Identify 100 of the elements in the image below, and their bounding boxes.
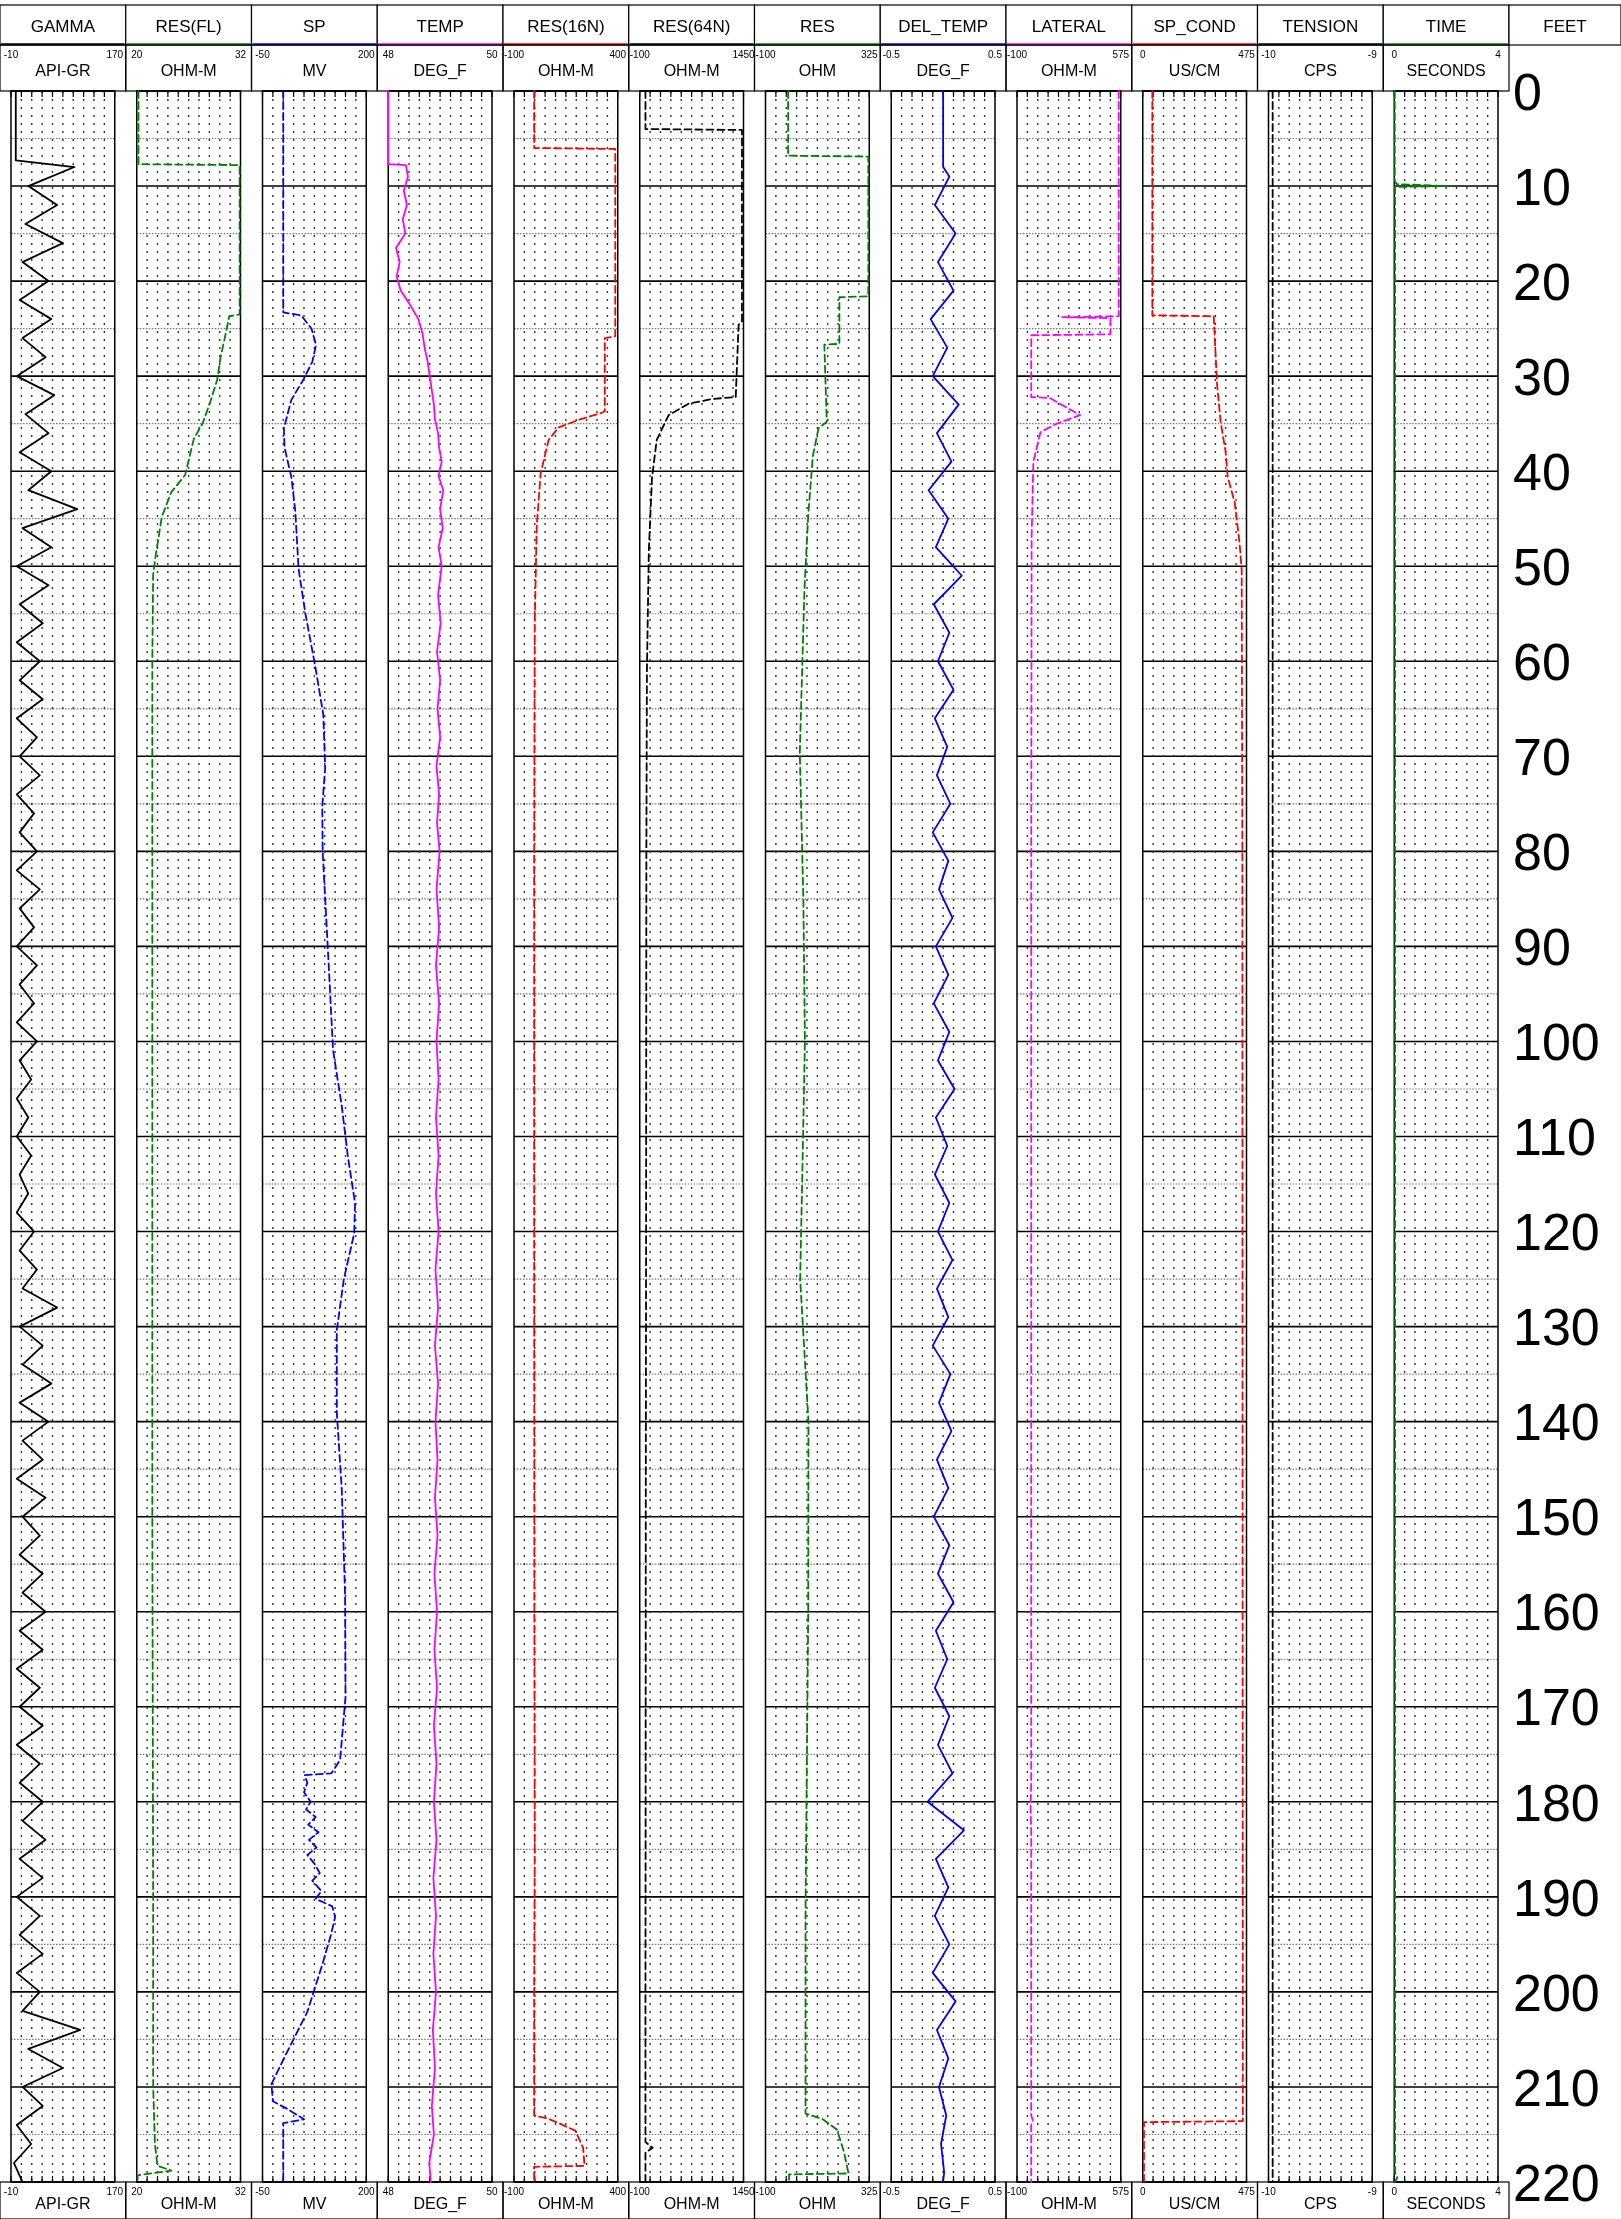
chart-title: LATERAL [1031, 17, 1107, 36]
x-tick-label: 0.5 [988, 2186, 1003, 2197]
x2-tick-label: -10 [3, 49, 19, 60]
y-tick-label: 180 [1513, 1773, 1600, 1832]
x2-tick-label: -100 [755, 49, 776, 60]
x2-tick-label: -50 [255, 49, 271, 60]
x-tick-label: 0 [1139, 2186, 1146, 2197]
x2-tick-label: 1450 [732, 49, 756, 60]
x2-tick-label: 32 [234, 49, 247, 60]
x2-tick-label: -100 [503, 49, 525, 60]
x-tick-label: -100 [629, 2186, 651, 2197]
y-tick-label: 100 [1513, 1013, 1600, 1072]
x2-axis-title: DEG_F [916, 62, 971, 80]
x-axis-title: CPS [1303, 2194, 1337, 2212]
x-tick-label: -10 [3, 2186, 19, 2197]
y-tick-label: 60 [1513, 632, 1571, 691]
x-tick-label: -10 [1261, 2186, 1277, 2197]
x-tick-label: -100 [503, 2186, 525, 2197]
x2-tick-label: -100 [1006, 49, 1028, 60]
x2-tick-label: 400 [609, 49, 627, 60]
x2-tick-label: -100 [629, 49, 651, 60]
x2-tick-label: 575 [1112, 49, 1130, 60]
line-series [1393, 90, 1450, 2183]
x-axis-title: MV [302, 2194, 327, 2212]
x-axis-title: API-GR [35, 2194, 91, 2212]
x-tick-label: -100 [1006, 2186, 1028, 2197]
x-axis-title: US/CM [1168, 2194, 1221, 2212]
x2-axis-title: DEG_F [413, 62, 468, 80]
x-axis-title: DEG_F [916, 2194, 971, 2213]
x-tick-label: 50 [486, 2186, 498, 2197]
x2-tick-label: 50 [486, 49, 498, 60]
chart-title: TIME [1425, 17, 1467, 36]
chart-title: GAMMA [30, 17, 96, 36]
x2-axis-title: US/CM [1168, 62, 1221, 79]
x-axis-title: OHM-M [663, 2194, 720, 2212]
x2-tick-label: 325 [860, 49, 879, 60]
chart-title: SP [303, 17, 326, 36]
chart-title: SP_COND [1153, 17, 1236, 36]
x-tick-label: -100 [755, 2186, 776, 2197]
x2-axis-title: SECONDS [1406, 62, 1486, 79]
x2-tick-label: 0.5 [988, 49, 1003, 60]
y-tick-label: 50 [1513, 537, 1571, 596]
x-axis-title: OHM-M [1040, 2194, 1097, 2212]
y-tick-label: 80 [1513, 823, 1571, 882]
y-tick-label: 0 [1513, 62, 1542, 121]
y-tick-label: 70 [1513, 728, 1571, 787]
x2-tick-label: 4 [1495, 49, 1502, 60]
x-tick-label: 32 [234, 2186, 247, 2197]
y-tick-label: 220 [1513, 2153, 1600, 2212]
x-tick-label: -50 [255, 2186, 271, 2197]
x2-tick-label: -9 [1367, 49, 1378, 60]
x2-axis-title: OHM [798, 62, 837, 79]
x-tick-label: -9 [1367, 2186, 1378, 2197]
y-tick-label: 20 [1513, 252, 1571, 311]
x-tick-label: 325 [860, 2186, 879, 2197]
chart-title: RES(64N) [652, 17, 731, 36]
x2-tick-label: 20 [131, 49, 143, 60]
y-tick-label: 150 [1513, 1488, 1600, 1547]
x-tick-label: -0.5 [882, 2186, 901, 2197]
x2-axis-title: API-GR [35, 62, 91, 79]
x2-tick-label: 200 [357, 49, 376, 60]
y-tick-label: 190 [1513, 1868, 1600, 1927]
x-tick-label: 1450 [732, 2186, 756, 2197]
x2-axis-title: OHM-M [537, 62, 594, 79]
y-tick-label: 120 [1513, 1203, 1600, 1262]
x2-tick-label: 0 [1391, 49, 1398, 60]
chart-title: RES(16N) [527, 17, 605, 36]
x-tick-label: 475 [1238, 2186, 1256, 2197]
y-tick-label: 130 [1513, 1298, 1600, 1357]
x-tick-label: 400 [609, 2186, 627, 2197]
y-tick-label: 30 [1513, 347, 1571, 406]
y-tick-label: 160 [1513, 1583, 1600, 1642]
chart-title: TENSION [1282, 17, 1359, 36]
x-axis-title: OHM [798, 2194, 837, 2212]
x2-tick-label: 0 [1139, 49, 1146, 60]
x-tick-label: 48 [382, 2186, 395, 2197]
x2-axis-title: MV [302, 62, 327, 79]
x-tick-label: 200 [357, 2186, 376, 2197]
x2-tick-label: -10 [1261, 49, 1277, 60]
y-tick-label: 210 [1513, 2058, 1600, 2117]
y-tick-label: 90 [1513, 918, 1571, 977]
x2-axis-title: OHM-M [663, 62, 720, 79]
x-axis-title: OHM-M [160, 2194, 217, 2212]
x-axis-title: SECONDS [1406, 2194, 1486, 2212]
chart-title: RES(FL) [155, 17, 222, 36]
x-tick-label: 20 [131, 2186, 143, 2197]
y-tick-label: 140 [1513, 1393, 1600, 1452]
x2-axis-title: OHM-M [160, 62, 217, 79]
x2-axis-title: OHM-M [1040, 62, 1097, 79]
x2-tick-label: 48 [382, 49, 395, 60]
chart-title: DEL_TEMP [898, 17, 988, 36]
x-tick-label: 170 [106, 2186, 124, 2197]
x2-tick-label: -0.5 [882, 49, 901, 60]
x2-tick-label: 475 [1238, 49, 1256, 60]
y-axis-title: FEET [1543, 17, 1587, 36]
x-axis-title: DEG_F [413, 2194, 468, 2213]
y-tick-label: 200 [1513, 1963, 1600, 2022]
y-tick-label: 10 [1513, 157, 1571, 216]
x-tick-label: 575 [1112, 2186, 1130, 2197]
y-tick-label: 40 [1513, 442, 1571, 501]
